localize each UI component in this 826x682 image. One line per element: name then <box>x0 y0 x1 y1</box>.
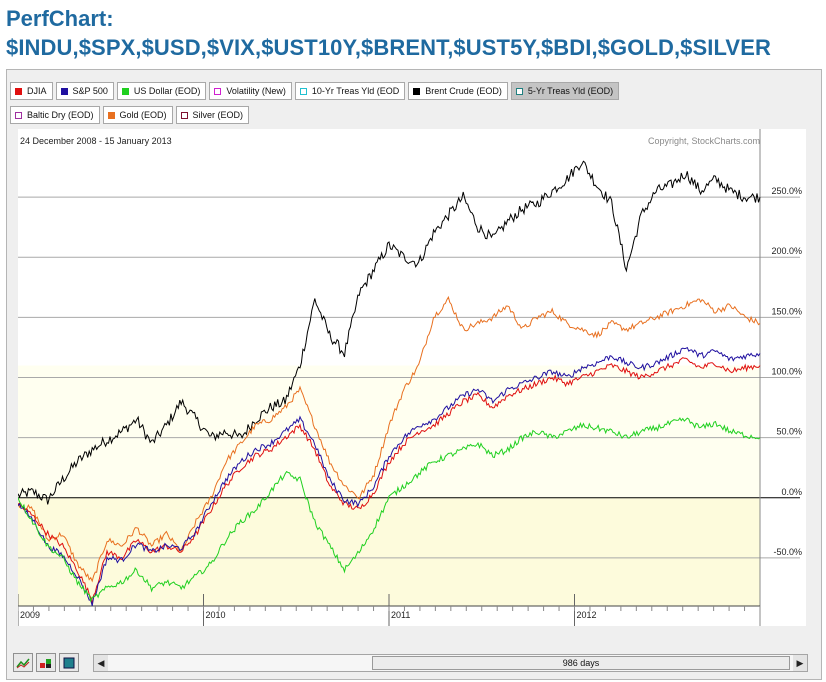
line-chart-mode-icon[interactable] <box>13 653 33 672</box>
legend-silver-eod[interactable]: Silver (EOD) <box>175 106 250 124</box>
date-range-scrollbar[interactable]: ◀ 986 days ▶ <box>93 654 808 672</box>
scroll-right-arrow-icon[interactable]: ▶ <box>793 655 807 671</box>
days-label: 986 days <box>562 658 600 668</box>
legend-10-yr-treas-yld-eod[interactable]: 10-Yr Treas Yld (EOD <box>294 82 406 100</box>
legend-label: 10-Yr Treas Yld (EOD <box>311 86 400 96</box>
y-tick-label: 0.0% <box>781 487 802 497</box>
scroll-left-arrow-icon[interactable]: ◀ <box>94 655 108 671</box>
chart-toolbar <box>13 653 82 673</box>
series-line-gold-eod <box>18 295 761 583</box>
series-line-brent-crude-eod <box>18 160 761 505</box>
legend-row-2: Baltic Dry (EOD) Gold (EOD) Silver (EOD) <box>10 106 250 126</box>
y-tick-label: 200.0% <box>771 246 802 256</box>
x-tick-label: 2011 <box>391 610 410 620</box>
scroll-thumb[interactable]: 986 days <box>372 656 790 670</box>
legend-swatch-icon <box>60 87 68 95</box>
legend-swatch-icon <box>413 87 421 95</box>
y-tick-label: 150.0% <box>771 306 802 316</box>
light-band <box>18 365 760 498</box>
y-tick-label: 100.0% <box>771 367 802 377</box>
y-tick-label: 50.0% <box>776 427 802 437</box>
legend-label: Gold (EOD) <box>119 110 167 120</box>
legend-swatch-icon <box>299 87 307 95</box>
legend-swatch-icon <box>107 111 115 119</box>
date-range-label: 24 December 2008 - 15 January 2013 <box>20 136 172 146</box>
series-line-us-dollar-eod <box>18 417 761 603</box>
legend-swatch-icon <box>15 111 22 119</box>
legend-gold-eod[interactable]: Gold (EOD) <box>102 106 173 124</box>
y-tick-label: -50.0% <box>773 547 802 557</box>
legend-label: Baltic Dry (EOD) <box>27 110 94 120</box>
series-line-djia <box>18 357 761 604</box>
legend-s-p-500[interactable]: S&P 500 <box>55 82 114 100</box>
legend-swatch-icon <box>214 87 222 95</box>
histogram-mode-icon[interactable] <box>36 653 56 672</box>
legend-volatility-new[interactable]: Volatility (New) <box>209 82 292 100</box>
page-title: PerfChart: $INDU,$SPX,$USD,$VIX,$UST10Y,… <box>6 4 771 62</box>
symbols-list: $INDU,$SPX,$USD,$VIX,$UST10Y,$BRENT,$UST… <box>6 35 771 60</box>
legend-swatch-icon <box>180 111 188 119</box>
perf-chart-plot: 24 December 2008 - 15 January 2013 Copyri… <box>18 129 806 626</box>
legend-label: Brent Crude (EOD) <box>425 86 502 96</box>
legend-label: S&P 500 <box>72 86 108 96</box>
series-line-s-p-500 <box>18 346 761 607</box>
legend-label: US Dollar (EOD) <box>133 86 201 96</box>
y-tick-label: 250.0% <box>771 186 802 196</box>
negative-band <box>18 497 760 606</box>
legend-swatch-icon <box>121 87 129 95</box>
legend-djia[interactable]: DJIA <box>10 82 53 100</box>
legend-brent-crude-eod[interactable]: Brent Crude (EOD) <box>408 82 508 100</box>
x-tick-label: 2010 <box>206 610 226 620</box>
legend-row-1: DJIA S&P 500 US Dollar (EOD) Volatility (Ne… <box>10 82 620 102</box>
legend-us-dollar-eod[interactable]: US Dollar (EOD) <box>116 82 207 100</box>
x-tick-label: 2009 <box>20 610 40 620</box>
title-label: PerfChart: <box>6 6 114 31</box>
copyright-label: Copyright, StockCharts.com <box>648 136 760 146</box>
legend-label: DJIA <box>27 86 47 96</box>
legend-label: 5-Yr Treas Yld (EOD) <box>527 86 614 96</box>
legend-5-yr-treas-yld-eod[interactable]: 5-Yr Treas Yld (EOD) <box>510 82 620 100</box>
legend-label: Volatility (New) <box>226 86 286 96</box>
legend-swatch-icon <box>15 87 22 95</box>
x-tick-label: 2012 <box>577 610 597 620</box>
legend-baltic-dry-eod[interactable]: Baltic Dry (EOD) <box>10 106 100 124</box>
legend-swatch-icon <box>515 87 523 95</box>
background-color-icon[interactable] <box>59 653 79 672</box>
legend-label: Silver (EOD) <box>192 110 244 120</box>
